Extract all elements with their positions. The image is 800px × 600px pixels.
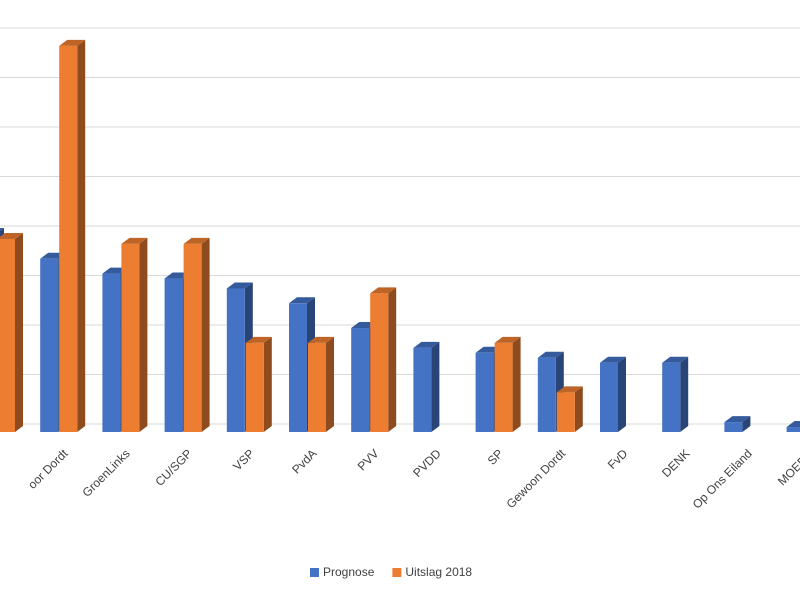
bar-side — [742, 416, 751, 432]
bar — [556, 392, 575, 432]
bar — [59, 45, 78, 433]
bar-top — [786, 421, 800, 428]
bar — [289, 303, 307, 432]
x-tick-label: PvdA — [289, 446, 319, 476]
x-tick-label: FvD — [605, 446, 631, 472]
bar-top — [662, 356, 689, 363]
x-tick-label: GroenLinks — [79, 446, 132, 499]
bar-top — [556, 386, 583, 393]
bar — [370, 293, 389, 432]
bar-side — [139, 237, 148, 432]
bar — [164, 278, 183, 432]
bar — [102, 273, 121, 432]
bar — [183, 243, 202, 432]
bar-top — [370, 287, 397, 294]
bar-top — [494, 336, 521, 343]
bar-top — [308, 336, 334, 343]
legend-label: Prognose — [323, 565, 375, 579]
bar — [0, 238, 15, 432]
bar — [475, 352, 494, 432]
bar-side — [512, 336, 521, 432]
bar-side — [388, 287, 397, 432]
legend-label: Uitslag 2018 — [405, 565, 472, 579]
bar — [413, 347, 432, 432]
bar-top — [226, 282, 253, 289]
bar-top — [59, 39, 86, 46]
bar-side — [201, 237, 210, 432]
x-tick-label: DENK — [659, 446, 692, 479]
bar-top — [289, 297, 315, 304]
bar — [537, 357, 556, 432]
bar-side — [431, 341, 440, 432]
bar — [40, 258, 59, 432]
bar-side — [326, 336, 334, 432]
bar — [600, 362, 618, 432]
bar — [245, 342, 264, 432]
bar-top — [183, 237, 210, 244]
x-tick-label: Gewoon Dordt — [504, 446, 569, 511]
bar-top — [724, 416, 751, 423]
bar — [724, 422, 743, 432]
bar-side — [618, 356, 626, 432]
legend-swatch — [310, 568, 319, 577]
bar — [662, 362, 681, 432]
x-tick-label: PVDD — [410, 446, 444, 480]
bar-top — [245, 336, 272, 343]
bar-side — [77, 39, 86, 433]
x-tick-label: SP — [485, 446, 506, 467]
bar-top — [0, 228, 4, 231]
legend-swatch — [392, 568, 402, 577]
bar-side — [263, 336, 272, 432]
x-tick-label: CU/SGP — [153, 446, 195, 488]
bar — [308, 342, 326, 432]
bar-top — [0, 232, 23, 239]
x-tick-label: oor Dordt — [25, 446, 71, 492]
x-tick-label: VSP — [230, 446, 257, 473]
bar-top — [413, 341, 440, 348]
bar — [226, 288, 245, 432]
x-tick-label: PVV — [355, 446, 382, 473]
bar — [494, 342, 513, 432]
bar — [121, 243, 140, 432]
x-tick-label: Op Ons Eiland — [690, 446, 755, 511]
bar-top — [537, 351, 564, 358]
bar — [351, 328, 370, 432]
bar-side — [15, 232, 23, 432]
x-tick-label: MOEDO — [775, 446, 800, 488]
bar-top — [121, 237, 148, 244]
bar-top — [600, 356, 626, 363]
bar — [786, 427, 800, 432]
bar-side — [574, 386, 583, 432]
bar-side — [680, 356, 689, 432]
